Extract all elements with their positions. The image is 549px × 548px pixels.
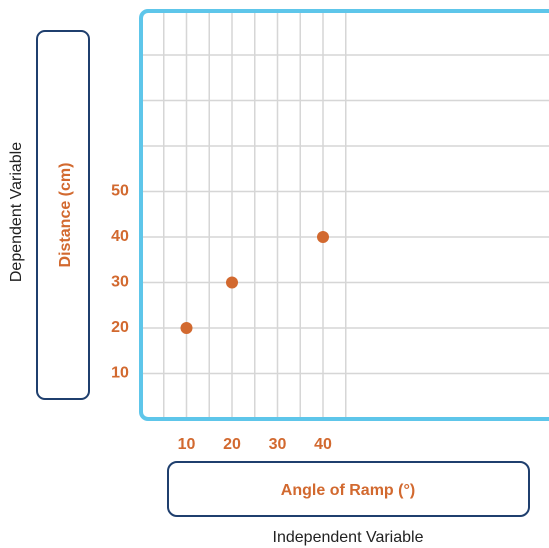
- y-tick-label: 10: [111, 365, 129, 382]
- plot-frame: [139, 9, 549, 421]
- data-point: [180, 322, 193, 334]
- x-axis-label: Angle of Ramp (°): [281, 482, 415, 499]
- grid: [141, 11, 549, 419]
- independent-variable-caption: Independent Variable: [273, 529, 424, 546]
- y-tick-label: 30: [111, 274, 129, 291]
- x-tick-label: 30: [269, 436, 287, 453]
- dependent-variable-caption: Dependent Variable: [8, 142, 25, 282]
- x-axis-label-box: [167, 461, 530, 517]
- y-axis-label-box: [36, 30, 90, 400]
- x-tick-label: 20: [223, 436, 241, 453]
- y-tick-label: 50: [111, 183, 129, 200]
- data-points: [180, 231, 329, 334]
- x-tick-label: 10: [178, 436, 196, 453]
- y-axis-label: Distance (cm): [57, 163, 74, 268]
- y-axis-tick-labels: 10 20 30 40 50: [111, 183, 129, 382]
- data-point: [317, 231, 329, 243]
- data-point: [226, 276, 238, 289]
- y-tick-label: 40: [111, 228, 129, 245]
- x-axis-tick-labels: 10 20 30 40: [178, 436, 332, 453]
- x-tick-label: 40: [314, 436, 332, 453]
- y-tick-label: 20: [111, 319, 129, 336]
